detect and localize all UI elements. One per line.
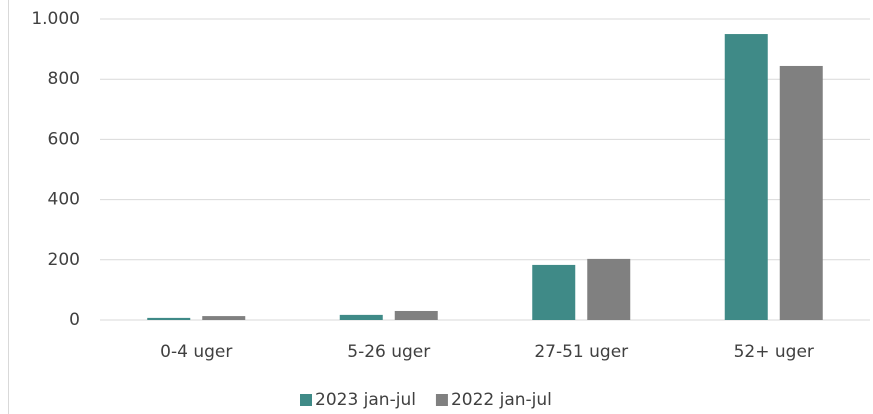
y-tick-label: 200 [48,250,80,270]
y-tick-label: 0 [69,310,80,330]
bar [587,258,631,320]
legend-swatch [300,394,312,406]
x-tick-label: 27-51 uger [534,342,628,362]
y-tick-label: 600 [48,129,80,149]
y-tick-label: 800 [48,69,80,89]
bar [779,65,823,321]
y-tick-label: 1.000 [31,9,80,29]
bar [202,316,246,320]
bar [147,317,191,320]
bar [724,34,768,321]
bar [532,264,576,320]
bar [394,310,438,320]
legend-swatch [435,394,448,406]
x-tick-label: 52+ uger [734,342,814,362]
legend-label: 2022 jan-jul [451,390,552,410]
x-tick-label: 0-4 uger [160,342,232,362]
legend-label: 2023 jan-jul [315,390,416,410]
x-tick-label: 5-26 uger [347,342,430,362]
y-tick-label: 400 [48,190,80,210]
bar [339,314,383,320]
